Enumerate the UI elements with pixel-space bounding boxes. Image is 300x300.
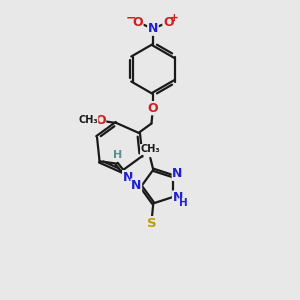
Text: CH₃: CH₃ xyxy=(140,145,160,154)
Text: O: O xyxy=(132,16,143,29)
Text: N: N xyxy=(172,167,183,180)
Text: N: N xyxy=(148,22,158,35)
Text: H: H xyxy=(113,150,122,161)
Text: N: N xyxy=(131,179,142,192)
Text: O: O xyxy=(148,102,158,115)
Text: CH₃: CH₃ xyxy=(78,115,98,125)
Text: H: H xyxy=(179,198,188,208)
Text: −: − xyxy=(126,11,136,24)
Text: O: O xyxy=(163,16,174,29)
Text: +: + xyxy=(170,13,179,23)
Text: S: S xyxy=(147,217,157,230)
Text: N: N xyxy=(123,171,133,184)
Text: N: N xyxy=(172,191,183,204)
Text: O: O xyxy=(95,114,106,127)
